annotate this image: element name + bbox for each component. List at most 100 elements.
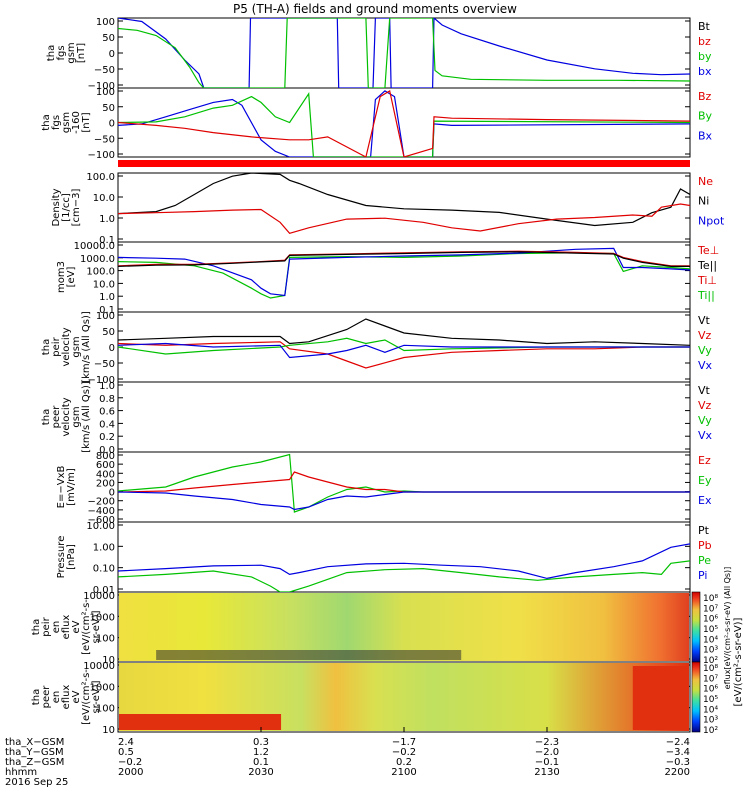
time-label-y: 0.5: [118, 747, 134, 758]
colorbar-tick-label: 10⁵: [703, 695, 718, 705]
time-label-z: −0.2: [118, 757, 142, 768]
y-label-line: peer: [51, 405, 62, 429]
legend-vz: Vz: [698, 399, 712, 412]
legend-pe: Pe: [698, 554, 711, 567]
time-label-hhmm: 2030: [248, 767, 273, 778]
y-tick-label: 50: [102, 33, 115, 44]
legend-ex: Ex: [698, 494, 712, 507]
y-tick-label: 50: [102, 327, 115, 338]
y-tick-label: 0.01: [93, 585, 115, 596]
colorbar-tick-label: 10²: [703, 726, 718, 736]
series-bx: [118, 18, 690, 88]
legend-bz: Bz: [698, 90, 712, 103]
legend-pb: Pb: [698, 539, 712, 552]
time-label-x: −2.4: [666, 737, 690, 748]
time-label-z: −0.1: [535, 757, 559, 768]
colorbar-panel-label: eflux[eV/(cm²-s-sr-eV) (All Qs)]: [723, 567, 732, 690]
series-group-efield: [118, 453, 690, 513]
y-label-line: tha: [41, 409, 52, 425]
time-label-y: −3.4: [666, 747, 690, 758]
y-label-line: [nT]: [81, 112, 92, 132]
colorbar-tick-label: 10⁶: [703, 615, 718, 625]
spectrogram-low-band: [156, 650, 462, 660]
time-row-label: hhmm: [5, 767, 37, 778]
y-label-line: Density: [51, 188, 62, 226]
y-tick-label: 0: [109, 343, 115, 354]
legend-vx: Vx: [698, 359, 713, 372]
y-label-line: [eV]: [66, 267, 77, 288]
y-tick-label: 10: [102, 655, 115, 666]
series-vt: [118, 318, 690, 346]
legend-npot: Npot: [698, 214, 725, 227]
spectrogram-low-red: [119, 714, 282, 730]
y-label-line: [nPa]: [66, 544, 77, 570]
y-label-line: peir: [51, 336, 62, 356]
y-tick-label: 100: [96, 311, 115, 322]
time-label-x: 0.3: [253, 737, 269, 748]
colorbar-tick-label: 10⁸: [703, 594, 718, 604]
legend-vt: Vt: [698, 314, 711, 327]
series-ex: [118, 491, 690, 511]
y-tick-label: 0.8: [99, 394, 115, 405]
legend-ni: Ni: [698, 195, 709, 208]
y-label-line: eV: [71, 690, 82, 703]
y-label-line: sr-eV)]: [91, 610, 102, 643]
y-label-line: gsm: [61, 112, 72, 133]
y-label-line: tha: [41, 339, 52, 355]
series-ti||: [118, 252, 690, 299]
series-vx: [118, 342, 690, 359]
legend-vt: Vt: [698, 384, 711, 397]
series-vy: [118, 337, 690, 355]
colorbar-tick-label: 10⁷: [703, 674, 718, 684]
y-label-line: [km/s (All Qs)]: [81, 381, 92, 453]
y-tick-label: −600: [88, 515, 115, 526]
y-tick-label: 10000: [83, 591, 115, 602]
y-tick-label: 0.4: [99, 419, 115, 430]
colorbar: [691, 591, 701, 663]
y-tick-label: 0.0: [99, 445, 115, 456]
y-axis-label: tha peir velocity gsm [km/s (All Qs)]: [41, 311, 92, 383]
legend-bx: Bx: [698, 129, 713, 142]
series-group-fgs-gsm: [118, 18, 690, 88]
colorbar-tick-label: 10⁵: [703, 625, 718, 635]
series-pe: [118, 560, 690, 592]
y-label-line: peer: [41, 685, 52, 709]
time-label-y: −2.0: [535, 747, 559, 758]
y-axis-label: Density [1/cc] [cm−3]: [51, 188, 82, 226]
y-tick-label: 1000: [90, 612, 115, 623]
time-row-label: tha_Y−GSM: [5, 747, 64, 758]
y-label-line: [eV/(cm²-s-: [81, 669, 92, 725]
y-tick-label: 0: [109, 119, 115, 130]
colorbar-tick-label: 10⁴: [703, 705, 718, 715]
series-ni: [118, 173, 690, 227]
y-label-line: [mV/m]: [66, 468, 77, 506]
y-tick-label: −50: [94, 65, 115, 76]
y-tick-label: 1000: [90, 682, 115, 693]
panel-frame: [117, 17, 691, 89]
time-label-hhmm: 2200: [665, 767, 690, 778]
legend-bz: bz: [698, 35, 711, 48]
y-axis-label: E=−VxB [mV/m]: [56, 466, 77, 509]
legend-pt: Pt: [698, 524, 710, 537]
legend-te⊥: Te⊥: [697, 244, 719, 257]
legend-ey: Ey: [698, 474, 712, 487]
colorbar-label: [eV/(cm²-s-sr-eV)]: [733, 617, 744, 706]
y-tick-label: 800: [96, 451, 115, 462]
y-label-line: gsm: [71, 406, 82, 427]
y-label-line: [nT]: [76, 43, 87, 63]
y-tick-label: −400: [88, 506, 115, 517]
spectrogram-peir-eflux: [119, 593, 689, 661]
colorbar-tick-label: 10⁴: [703, 635, 718, 645]
series-bx: [118, 90, 690, 157]
series-group-peir-velocity: [118, 318, 690, 369]
y-label-line: gsm: [66, 42, 77, 63]
y-label-line: tha: [41, 114, 52, 130]
y-tick-label: 10.0: [93, 193, 115, 204]
time-label-x: 2.4: [118, 737, 134, 748]
y-label-line: Pressure: [56, 536, 67, 579]
y-label-line: -160: [71, 111, 82, 134]
legend-vy: Vy: [698, 344, 712, 357]
colorbar-tick-label: 10⁷: [703, 604, 718, 614]
y-label-line: [1/cc]: [61, 193, 72, 222]
